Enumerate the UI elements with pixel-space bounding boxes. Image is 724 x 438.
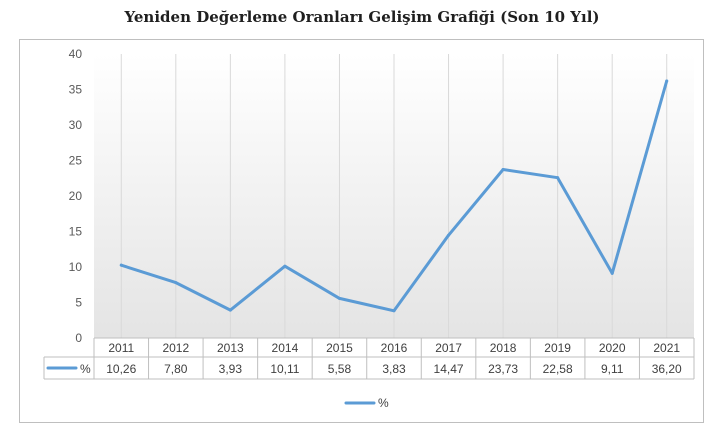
x-tick-label: 2021 (653, 341, 680, 355)
y-tick-label: 0 (75, 331, 82, 345)
data-table-value: 22,58 (543, 362, 573, 376)
data-table-value: 10,11 (270, 362, 299, 376)
legend-label: % (378, 396, 389, 410)
y-tick-label: 25 (69, 154, 83, 168)
x-tick-label: 2014 (272, 341, 299, 355)
data-table-value: 23,73 (488, 362, 518, 376)
y-tick-label: 35 (69, 83, 83, 97)
y-tick-label: 40 (69, 47, 83, 61)
x-tick-label: 2013 (217, 341, 244, 355)
data-table-value: 36,20 (652, 362, 682, 376)
data-table-value: 5,58 (328, 362, 352, 376)
x-tick-label: 2015 (326, 341, 353, 355)
data-table-value: 14,47 (434, 362, 464, 376)
data-table-value: 3,83 (382, 362, 406, 376)
y-tick-label: 10 (69, 260, 83, 274)
series-layer (119, 79, 669, 313)
data-point (337, 296, 341, 300)
data-point (392, 309, 396, 313)
x-tick-label: 2019 (544, 341, 571, 355)
y-tick-label: 30 (69, 118, 83, 132)
y-tick-label: 5 (75, 296, 82, 310)
table-series-name: % (80, 362, 91, 376)
x-tick-label: 2017 (435, 341, 462, 355)
data-point (665, 79, 669, 83)
data-point (174, 281, 178, 285)
data-point (610, 271, 614, 275)
data-point (501, 168, 505, 172)
data-point (283, 264, 287, 268)
x-tick-label: 2020 (599, 341, 626, 355)
y-tick-label: 20 (69, 189, 83, 203)
x-tick-label: 2011 (108, 341, 134, 355)
chart-title: Yeniden Değerleme Oranları Gelişim Grafi… (123, 8, 599, 26)
data-point (447, 233, 451, 237)
data-table: 2011 2012 2013 2014 2015 2016 2017 2018 2019 2020… (43, 337, 695, 380)
data-point (556, 176, 560, 180)
vertical-gridlines (120, 54, 668, 338)
data-table-value: 9,11 (601, 362, 624, 376)
y-axis: 0 5 10 15 20 25 30 35 40 (69, 47, 83, 345)
legend: % (344, 396, 389, 410)
data-table-value: 3,93 (219, 362, 243, 376)
data-point (228, 308, 232, 312)
data-point (119, 263, 123, 267)
x-tick-label: 2012 (162, 341, 189, 355)
x-tick-label: 2018 (490, 341, 517, 355)
y-tick-label: 15 (69, 225, 83, 239)
data-table-value: 10,26 (106, 362, 136, 376)
data-table-value: 7,80 (164, 362, 188, 376)
x-tick-label: 2016 (381, 341, 408, 355)
